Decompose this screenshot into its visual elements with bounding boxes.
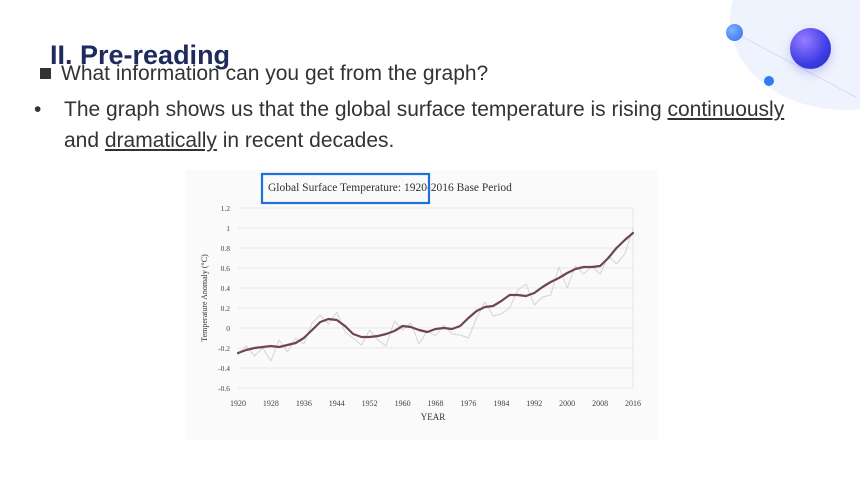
x-tick-label: 1944 (329, 399, 345, 408)
decorative-dot-tiny (764, 76, 774, 86)
answer-paragraph: • The graph shows us that the global sur… (34, 94, 824, 156)
underlined-word-continuously: continuously (667, 98, 785, 121)
x-tick-label: 1928 (263, 399, 279, 408)
x-tick-label: 1920 (230, 399, 246, 408)
series-lines (236, 228, 635, 362)
square-bullet-icon (40, 68, 51, 79)
x-tick-label: 1984 (493, 399, 509, 408)
x-tick-label: 1936 (296, 399, 312, 408)
x-tick-label: 1992 (526, 399, 542, 408)
annual-mean-line (237, 228, 634, 362)
y-tick-labels: -0.6 -0.4 -0.2 0 0.2 0.4 0.6 0.8 1 1.2 (218, 204, 230, 393)
gridlines (238, 207, 634, 389)
x-tick-label: 1960 (395, 399, 411, 408)
chart-title: Global Surface Temperature: 1920-2016 Ba… (268, 182, 512, 194)
x-axis-label: YEAR (421, 412, 446, 422)
question-text: What information can you get from the gr… (61, 62, 489, 85)
title-highlight-box (260, 172, 431, 205)
y-tick-label: 0.4 (221, 284, 231, 293)
answer-text-end: in recent decades. (216, 129, 395, 152)
section-heading: II. Pre-reading (50, 40, 231, 70)
y-tick-label: 1.2 (221, 204, 231, 213)
x-tick-label: 1952 (362, 399, 378, 408)
y-tick-label: 1 (226, 224, 230, 233)
underlined-word-dramatically: dramatically (104, 129, 217, 152)
y-tick-label: 0 (226, 324, 230, 333)
answer-text: The graph shows us that the global surfa… (64, 94, 824, 156)
x-tick-label: 1968 (428, 399, 444, 408)
answer-text-start: The graph shows us that the global surfa… (64, 98, 668, 121)
y-tick-label: -0.2 (218, 344, 230, 353)
question-line: What information can you get from the gr… (40, 62, 488, 86)
x-tick-label: 2000 (559, 399, 575, 408)
y-tick-label: 0.6 (221, 264, 231, 273)
x-tick-labels: 1920 1928 1936 1944 1952 1960 1968 1976 1984 1992… (230, 399, 641, 408)
decorative-dot-small (726, 24, 743, 41)
chart-svg: Global Surface Temperature: 1920-2016 Ba… (186, 170, 658, 440)
answer-text-middle: and (64, 129, 105, 152)
smoothed-trend-line (236, 231, 635, 355)
x-tick-label: 2008 (592, 399, 608, 408)
x-tick-label: 2016 (625, 399, 641, 408)
y-tick-label: -0.6 (218, 384, 230, 393)
y-tick-label: 0.8 (221, 244, 231, 253)
dot-bullet-icon: • (34, 98, 42, 121)
decorative-dot-large (790, 28, 831, 69)
y-tick-label: -0.4 (218, 364, 230, 373)
x-tick-label: 1976 (460, 399, 476, 408)
y-tick-label: 0.2 (221, 304, 231, 313)
y-axis-label: Temperature Anomaly (°C) (200, 254, 209, 342)
chart-background (186, 170, 658, 440)
temperature-chart: Global Surface Temperature: 1920-2016 Ba… (186, 170, 658, 440)
